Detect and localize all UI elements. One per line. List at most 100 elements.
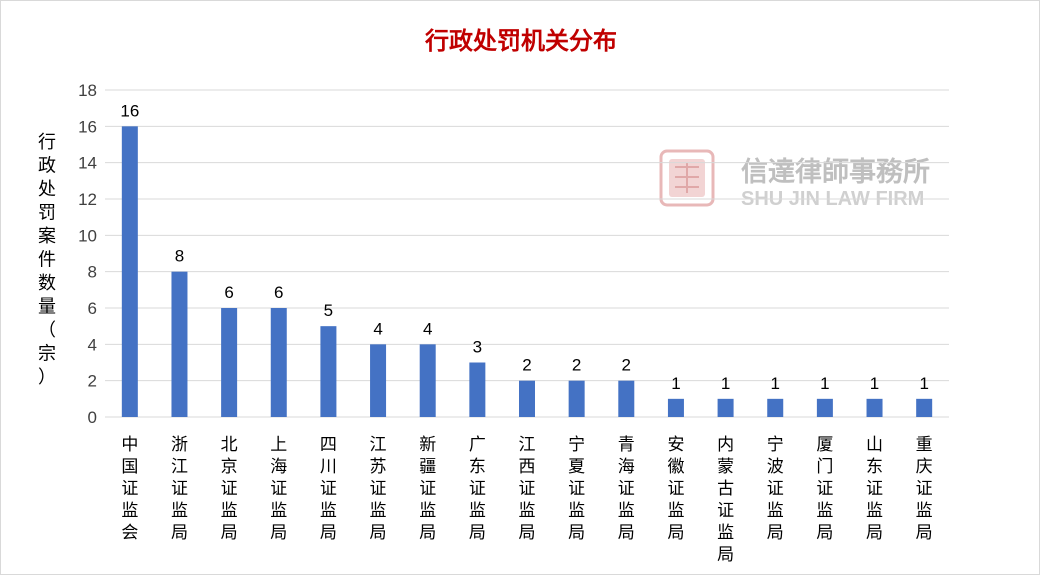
x-category-char: 监 xyxy=(816,501,833,521)
x-category-char: 证 xyxy=(419,479,436,499)
x-category-char: 监 xyxy=(667,501,684,521)
x-category-char: 证 xyxy=(767,479,784,499)
x-category-char: 海 xyxy=(270,457,287,477)
y-tick-label: 14 xyxy=(78,154,97,173)
x-category-char: 宁 xyxy=(568,435,585,455)
y-tick-label: 10 xyxy=(78,226,97,245)
x-category-char: 蒙 xyxy=(717,457,734,477)
y-tick-label: 6 xyxy=(88,299,97,318)
x-category-char: 局 xyxy=(767,523,784,543)
y-tick-label: 0 xyxy=(88,408,97,427)
x-category-char: 监 xyxy=(767,501,784,521)
x-category-char: 青 xyxy=(618,435,635,455)
x-category-char: 局 xyxy=(916,523,933,543)
x-category-char: 监 xyxy=(370,501,387,521)
chart-title: 行政处罚机关分布 xyxy=(424,27,617,55)
x-category-char: 局 xyxy=(221,523,238,543)
bar xyxy=(469,362,486,417)
x-category-char: 监 xyxy=(568,501,585,521)
x-category-char: 浙 xyxy=(171,435,188,455)
data-label: 1 xyxy=(721,374,730,393)
x-category-char: 海 xyxy=(618,457,635,477)
data-label: 1 xyxy=(771,374,780,393)
x-category-char: 庆 xyxy=(916,457,933,477)
x-axis-categories: 中国证监会浙江证监局北京证监局上海证监局四川证监局江苏证监局新疆证监局广东证监局… xyxy=(121,435,932,565)
y-axis-title-char: 行 xyxy=(38,132,56,153)
y-axis-title-char: （ xyxy=(38,320,56,341)
x-category-char: 证 xyxy=(221,479,238,499)
x-category-char: 门 xyxy=(816,457,833,477)
x-category-char: 证 xyxy=(171,479,188,499)
x-category-char: 监 xyxy=(916,501,933,521)
x-category-char: 北 xyxy=(221,435,238,455)
x-category-char: 监 xyxy=(171,501,188,521)
x-category-char: 江 xyxy=(519,435,536,455)
x-category-char: 局 xyxy=(717,545,734,565)
x-category-char: 监 xyxy=(121,501,138,521)
data-label: 16 xyxy=(120,101,139,120)
data-label: 1 xyxy=(870,374,879,393)
x-category-char: 监 xyxy=(469,501,486,521)
x-category-char: 局 xyxy=(320,523,337,543)
y-tick-label: 2 xyxy=(88,372,97,391)
y-axis-title-char: 量 xyxy=(38,297,56,318)
watermark: 信達律師事務所 SHU JIN LAW FIRM xyxy=(659,149,930,210)
x-category-char: 广 xyxy=(469,435,486,455)
y-axis-title-char: 数 xyxy=(38,273,56,294)
bar xyxy=(370,344,387,417)
data-label: 5 xyxy=(324,301,333,320)
x-category-char: 波 xyxy=(767,457,784,477)
x-category-char: 古 xyxy=(717,479,734,499)
x-category-char: 苏 xyxy=(370,457,387,477)
x-category-char: 上 xyxy=(270,435,287,455)
x-category-char: 东 xyxy=(469,457,486,477)
x-category-char: 证 xyxy=(320,479,337,499)
x-category-char: 局 xyxy=(618,523,635,543)
y-axis-title-char: ） xyxy=(38,367,56,388)
bar xyxy=(171,271,188,417)
data-label: 6 xyxy=(274,283,283,302)
x-category-char: 内 xyxy=(717,435,734,455)
data-label: 4 xyxy=(423,319,432,338)
x-category-char: 江 xyxy=(171,457,188,477)
x-category-char: 厦 xyxy=(816,435,833,455)
data-label: 1 xyxy=(820,374,829,393)
x-category-char: 监 xyxy=(270,501,287,521)
x-category-char: 证 xyxy=(816,479,833,499)
bar xyxy=(270,308,287,417)
y-axis-title-char: 罚 xyxy=(38,203,56,224)
bar xyxy=(419,344,436,417)
y-axis-ticks: 0 2 4 6 8 10 12 14 16 18 xyxy=(78,81,97,427)
x-category-char: 中 xyxy=(121,435,138,455)
data-label: 2 xyxy=(572,356,581,375)
bars xyxy=(121,126,933,417)
x-category-char: 证 xyxy=(568,479,585,499)
x-category-char: 证 xyxy=(121,479,138,499)
bar xyxy=(916,398,933,417)
data-label: 1 xyxy=(671,374,680,393)
x-category-char: 安 xyxy=(667,435,684,455)
data-labels: 16 8 6 6 5 4 4 3 2 2 2 1 1 1 1 1 1 xyxy=(120,101,929,393)
data-label: 6 xyxy=(224,283,233,302)
y-axis-title-char: 案 xyxy=(38,226,56,247)
x-category-char: 证 xyxy=(519,479,536,499)
x-category-char: 局 xyxy=(519,523,536,543)
x-category-char: 京 xyxy=(221,457,238,477)
bar xyxy=(221,308,238,417)
data-label: 1 xyxy=(919,374,928,393)
x-category-char: 监 xyxy=(519,501,536,521)
y-tick-label: 4 xyxy=(88,335,97,354)
x-category-char: 监 xyxy=(221,501,238,521)
x-category-char: 证 xyxy=(866,479,883,499)
data-label: 2 xyxy=(522,356,531,375)
x-category-char: 局 xyxy=(816,523,833,543)
bar xyxy=(519,380,535,417)
